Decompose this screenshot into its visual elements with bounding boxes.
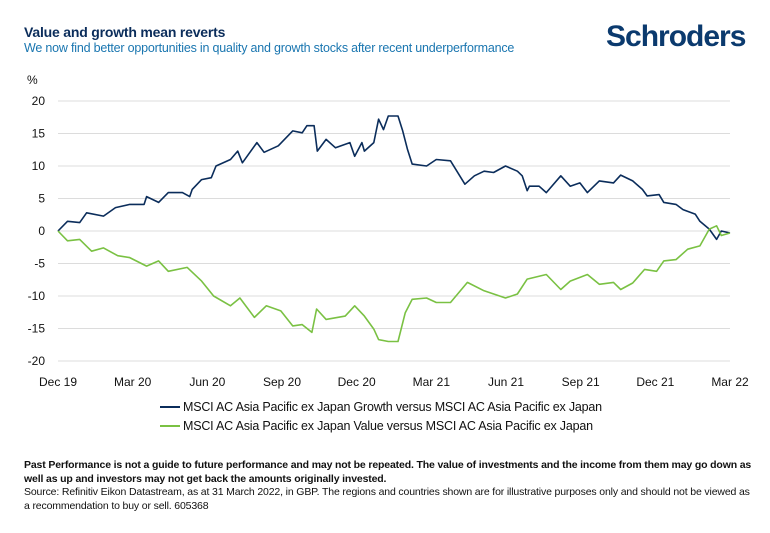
series-lines: [57, 115, 731, 343]
growth-series-line: [57, 115, 731, 241]
x-axis-ticks: Dec 19 Mar 20 Jun 20 Sep 20 Dec 20 Mar 21 Jun …: [39, 375, 749, 389]
performance-disclaimer: Past Performance is not a guide to futur…: [24, 459, 752, 485]
legend-item-growth: MSCI AC Asia Pacific ex Japan Growth ver…: [160, 400, 602, 414]
schroders-logo: Schroders: [606, 20, 746, 53]
y-tick-label: -10: [28, 289, 46, 303]
x-tick-label: Dec 21: [636, 375, 674, 389]
value-series-line: [57, 225, 731, 343]
y-tick-label: 0: [38, 224, 45, 238]
x-tick-label: Sep 21: [562, 375, 600, 389]
x-tick-label: Dec 19: [39, 375, 77, 389]
y-tick-label: 10: [32, 159, 46, 173]
y-axis-ticks: 20 15 10 5 0 -5 -10 -15 -20: [28, 94, 46, 368]
y-tick-label: 5: [38, 192, 45, 206]
x-tick-label: Mar 21: [413, 375, 451, 389]
legend-label-value: MSCI AC Asia Pacific ex Japan Value vers…: [183, 419, 593, 433]
x-tick-label: Sep 20: [263, 375, 301, 389]
x-tick-label: Dec 20: [338, 375, 376, 389]
gridlines: [58, 100, 730, 362]
legend-label-growth: MSCI AC Asia Pacific ex Japan Growth ver…: [183, 400, 602, 414]
x-tick-label: Jun 21: [488, 375, 524, 389]
legend-item-value: MSCI AC Asia Pacific ex Japan Value vers…: [160, 419, 593, 433]
y-tick-label: -5: [34, 257, 45, 271]
line-chart: % 20 15 10 5 0 -5 -10 -15 -20 Dec 19 Mar 20 Jun 20…: [27, 73, 749, 389]
chart-subtitle: We now find better opportunities in qual…: [24, 41, 515, 55]
legend-swatch-growth: [160, 406, 180, 408]
y-axis-unit-label: %: [27, 73, 38, 87]
y-tick-label: 15: [32, 127, 46, 141]
y-tick-label: -15: [28, 322, 46, 336]
chart-title: Value and growth mean reverts: [24, 24, 226, 40]
footer-notes: Past Performance is not a guide to futur…: [24, 459, 754, 513]
source-note: Source: Refinitiv Eikon Datastream, as a…: [24, 486, 750, 512]
x-tick-label: Mar 20: [114, 375, 152, 389]
x-tick-label: Mar 22: [711, 375, 749, 389]
y-tick-label: -20: [28, 354, 46, 368]
legend-swatch-value: [160, 425, 180, 427]
y-tick-label: 20: [32, 94, 46, 108]
x-tick-label: Jun 20: [189, 375, 225, 389]
